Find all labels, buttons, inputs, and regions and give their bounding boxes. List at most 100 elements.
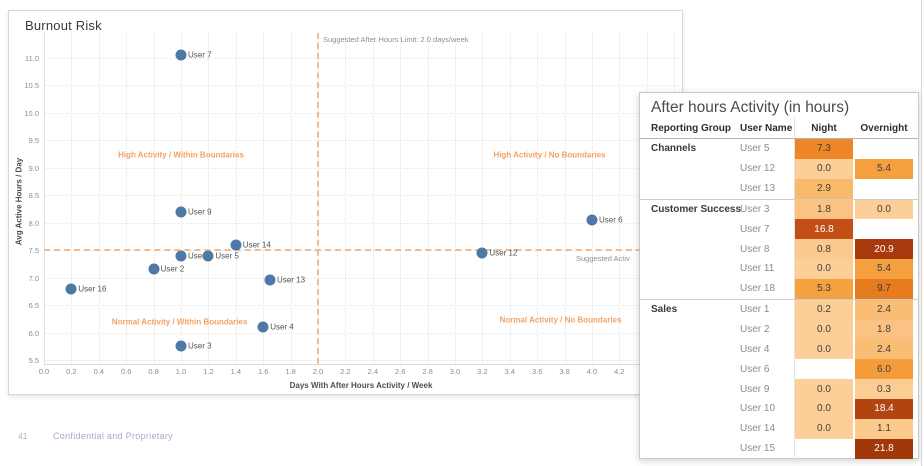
night-value-cell[interactable]: 5.3 xyxy=(795,278,853,299)
x-axis-line xyxy=(44,364,682,365)
night-value-cell-container: 0.0 xyxy=(794,398,854,419)
footer-confidential-text: Confidential and Proprietary xyxy=(53,431,173,441)
scatter-point[interactable] xyxy=(148,263,160,275)
user-name-label: User 2 xyxy=(740,324,770,336)
scatter-point[interactable] xyxy=(476,247,488,259)
scatter-point[interactable] xyxy=(264,274,276,286)
gridline-x xyxy=(44,33,45,364)
night-value-cell[interactable]: 0.0 xyxy=(795,259,853,279)
scatter-point[interactable] xyxy=(257,321,269,333)
night-value-cell[interactable]: 0.0 xyxy=(795,379,853,399)
x-tick-label: 2.0 xyxy=(312,367,324,376)
gridline-x xyxy=(400,33,402,364)
table-row: User 7 16.8 xyxy=(640,219,918,240)
night-value-cell[interactable]: 1.8 xyxy=(795,199,853,220)
x-tick-label: 4.2 xyxy=(614,367,625,376)
overnight-value-cell-container: 9.7 xyxy=(854,278,914,299)
x-tick-label: 3.4 xyxy=(504,367,516,376)
overnight-value-cell-container: 2.4 xyxy=(854,339,914,360)
scatter-point[interactable] xyxy=(175,340,187,352)
scatter-point-label: User 12 xyxy=(489,248,518,258)
scatter-point[interactable] xyxy=(175,250,187,262)
table-row: User 9 0.0 0.3 xyxy=(640,379,918,399)
group-name-cell: Sales xyxy=(640,300,740,320)
y-tick-label: 11.0 xyxy=(24,54,39,63)
overnight-value-cell-container: 5.4 xyxy=(854,259,914,279)
night-value-cell[interactable]: 0.0 xyxy=(795,158,853,179)
y-tick-label: 7.5 xyxy=(28,246,39,256)
x-tick-label: 2.6 xyxy=(394,367,406,376)
table-row: User 8 0.8 20.9 xyxy=(640,239,918,260)
scatter-plot: Suggested After Hours Limit: 2.0 days/we… xyxy=(9,11,682,394)
scatter-point[interactable] xyxy=(175,206,187,218)
overnight-value-cell[interactable]: 21.8 xyxy=(855,438,913,459)
overnight-value-cell[interactable]: 1.8 xyxy=(855,319,913,340)
gridline-x xyxy=(126,33,128,364)
night-value-cell[interactable]: 0.0 xyxy=(795,398,853,419)
night-value-cell-container: 1.8 xyxy=(794,199,854,220)
gridline-x xyxy=(153,33,155,364)
user-name-cell: User 7 xyxy=(740,219,794,239)
user-name-label: User 8 xyxy=(740,243,770,255)
overnight-value-cell[interactable]: 6.0 xyxy=(855,359,913,380)
gridline-x xyxy=(619,33,621,364)
overnight-value-cell-container: 21.8 xyxy=(854,438,914,459)
scatter-point[interactable] xyxy=(586,214,598,226)
scatter-point[interactable] xyxy=(175,49,187,61)
scatter-point[interactable] xyxy=(230,239,242,251)
night-value-cell[interactable]: 0.8 xyxy=(795,239,853,260)
gridline-x xyxy=(345,33,347,364)
user-name-label: User 6 xyxy=(740,363,770,375)
overnight-value-cell[interactable]: 18.4 xyxy=(855,398,913,419)
night-value-cell[interactable]: 0.2 xyxy=(795,299,853,320)
overnight-value-cell[interactable]: 0.0 xyxy=(855,199,913,220)
user-name-label: User 3 xyxy=(740,203,770,215)
overnight-value-cell[interactable]: 2.4 xyxy=(855,339,913,360)
user-name-cell: User 8 xyxy=(740,239,794,259)
overnight-value-cell[interactable]: 2.4 xyxy=(855,299,913,320)
gridline-y xyxy=(44,85,682,87)
table-row: User 6 6.0 xyxy=(640,359,918,380)
gridline-x xyxy=(537,33,539,364)
quadrant-label: Normal Activity / Within Boundaries xyxy=(111,317,248,327)
y-tick-label: 8.5 xyxy=(28,191,39,201)
table-row: User 10 0.0 18.4 xyxy=(640,398,918,419)
quadrant-label: High Activity / Within Boundaries xyxy=(118,150,244,160)
user-name-cell: User 13 xyxy=(740,179,794,199)
scatter-point[interactable] xyxy=(202,250,214,262)
night-value-cell-container: 16.8 xyxy=(794,219,854,240)
night-value-cell[interactable]: 0.0 xyxy=(795,418,853,439)
gridline-x xyxy=(427,33,429,364)
gridline-y xyxy=(44,140,682,142)
scatter-point[interactable] xyxy=(65,283,77,295)
reference-line-x-label: Suggested After Hours Limit: 2.0 days/we… xyxy=(323,35,469,44)
night-value-cell[interactable]: 16.8 xyxy=(795,219,853,240)
overnight-value-cell[interactable]: 9.7 xyxy=(855,278,913,299)
user-name-cell: User 10 xyxy=(740,399,794,419)
table-row: Sales User 1 0.2 2.4 xyxy=(640,298,918,320)
user-name-cell: User 3 xyxy=(740,200,794,220)
y-tick-label: 9.0 xyxy=(28,163,39,173)
overnight-value-cell[interactable]: 5.4 xyxy=(855,259,913,279)
night-value-cell[interactable]: 2.9 xyxy=(795,178,853,199)
x-tick-label: 2.8 xyxy=(422,367,433,376)
night-value-cell[interactable]: 0.0 xyxy=(795,339,853,360)
gridline-y xyxy=(44,167,682,169)
table-row: User 15 21.8 xyxy=(640,438,918,459)
night-value-cell[interactable]: 0.0 xyxy=(795,319,853,340)
table-row: User 2 0.0 1.8 xyxy=(640,319,918,340)
night-value-cell[interactable]: 7.3 xyxy=(795,139,853,159)
scatter-point-label: User 1 xyxy=(188,251,212,261)
gridline-x xyxy=(372,33,374,364)
overnight-value-cell-container: 0.0 xyxy=(854,199,914,220)
overnight-value-cell[interactable]: 1.1 xyxy=(855,418,913,439)
x-tick-label: 1.2 xyxy=(203,367,214,376)
overnight-value-cell-container xyxy=(854,179,914,199)
table-row: User 11 0.0 5.4 xyxy=(640,259,918,279)
overnight-value-cell[interactable]: 20.9 xyxy=(855,239,913,260)
overnight-value-cell[interactable]: 5.4 xyxy=(855,158,913,179)
x-tick-label: 2.4 xyxy=(367,367,379,376)
overnight-value-cell[interactable]: 0.3 xyxy=(855,379,913,399)
gridline-x xyxy=(290,33,292,364)
